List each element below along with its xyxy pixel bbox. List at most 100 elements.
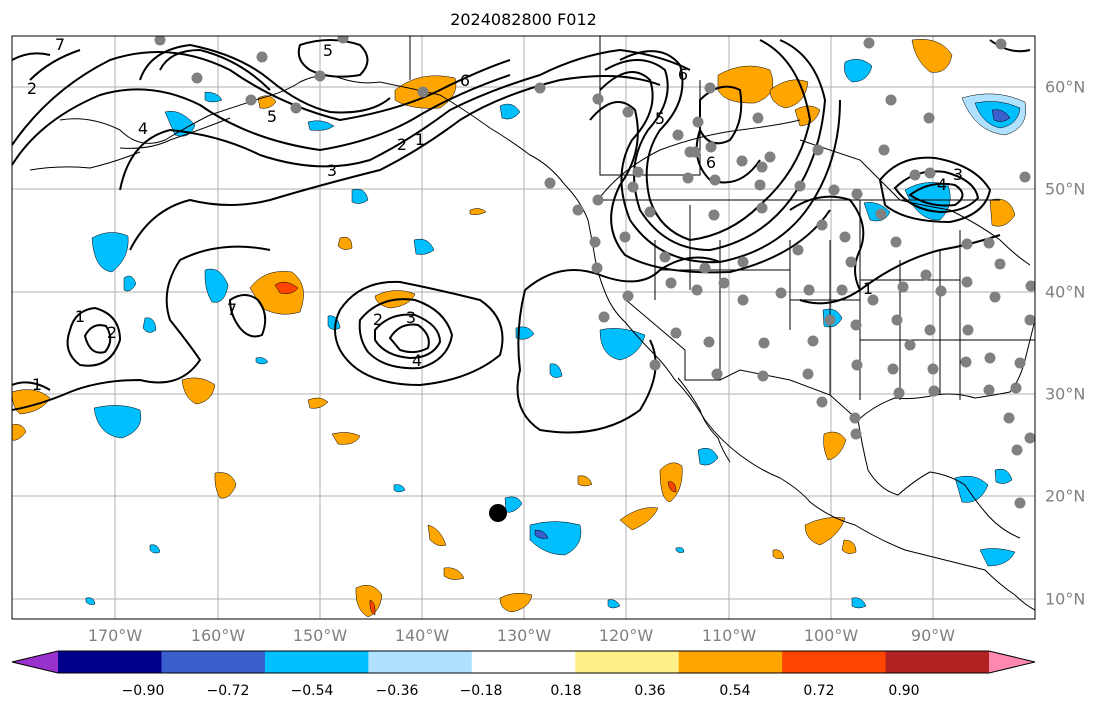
map-title: 2024082800 F012 [450, 10, 597, 29]
station-dot [758, 337, 770, 349]
colorbar-tick-label: 0.36 [634, 683, 666, 699]
station-dot [989, 291, 1001, 303]
station-dot [812, 144, 824, 156]
coastlines [29, 36, 1035, 611]
contour-label: 4 [412, 351, 422, 370]
storm-marker [489, 504, 507, 522]
shade-orange [794, 105, 821, 127]
station-dot [682, 172, 694, 184]
station-dot [984, 352, 996, 364]
shade-orange [823, 431, 847, 461]
shade-blue [844, 59, 873, 83]
contour-label: 5 [323, 41, 333, 60]
station-dot [572, 204, 584, 216]
latitude-label: 30°N [1045, 384, 1086, 404]
station-dot [1011, 444, 1023, 456]
station-dot [705, 141, 717, 153]
colorbar-tick-label: −0.54 [290, 683, 334, 699]
station-dot [885, 94, 897, 106]
station-dot [598, 311, 610, 323]
contour-label: 3 [953, 165, 963, 184]
shade-orange [989, 198, 1016, 227]
shade-orange [355, 584, 383, 618]
station-dot [691, 284, 703, 296]
shade-orange [443, 567, 465, 580]
shade-blue [91, 232, 129, 273]
station-dot [851, 188, 863, 200]
contour-label: 1 [32, 375, 42, 394]
station-dot [737, 256, 749, 268]
shade-orange [469, 208, 487, 215]
station-markers [154, 36, 1035, 509]
longitude-label: 140°W [394, 626, 450, 645]
contour-label: 5 [655, 109, 665, 128]
station-dot [756, 161, 768, 173]
station-dot [736, 155, 748, 167]
station-dot [928, 385, 940, 397]
contour-label: 3 [327, 161, 337, 180]
station-dot [622, 290, 634, 302]
station-dot [591, 262, 603, 274]
station-dot [891, 314, 903, 326]
station-dot [1025, 280, 1035, 292]
contour-lines [12, 39, 1031, 434]
station-dot [867, 294, 879, 306]
station-dot [995, 38, 1007, 50]
colorbar-segment [782, 651, 887, 673]
shade-blue [607, 599, 621, 609]
station-dot [927, 363, 939, 375]
contour-label: 6 [678, 65, 688, 84]
shade-blue [529, 521, 582, 556]
shade-blue [979, 548, 1016, 567]
shade-blue [307, 120, 335, 131]
station-dot [1003, 412, 1015, 424]
contour-label: 4 [138, 119, 148, 138]
colorbar-tick-label: −0.90 [121, 683, 165, 699]
contour-label: 1 [863, 279, 873, 298]
colorbar [11, 650, 1036, 674]
shade-blue [351, 188, 369, 204]
station-dot [807, 335, 819, 347]
station-dot [665, 277, 677, 289]
shade-blue [149, 544, 161, 554]
latitude-label: 10°N [1045, 589, 1086, 609]
station-dot [960, 356, 972, 368]
station-dot [863, 37, 875, 49]
station-dot [923, 112, 935, 124]
station-dot [1010, 382, 1022, 394]
station-dot [337, 36, 349, 44]
station-dot [845, 256, 857, 268]
station-dot [754, 179, 766, 191]
station-dot [824, 314, 836, 326]
shade-orange [249, 271, 304, 315]
colorbar-segment [575, 651, 680, 673]
latitude-label: 50°N [1045, 179, 1086, 199]
station-dot [632, 166, 644, 178]
station-dot [1014, 357, 1026, 369]
contour-label: 6 [706, 153, 716, 172]
shade-orangered [274, 281, 299, 295]
shade-orange [427, 524, 447, 547]
colorbar-segment [368, 651, 473, 673]
station-dot [836, 284, 848, 296]
station-dot [703, 336, 715, 348]
shade-orange [717, 65, 774, 104]
shade-blue [515, 326, 535, 340]
station-dot [935, 285, 947, 297]
contour-label: 1 [75, 307, 85, 326]
station-dot [890, 236, 902, 248]
shade-blue [255, 357, 269, 365]
colorbar-tick-label: −0.18 [459, 683, 503, 699]
station-dot [904, 339, 916, 351]
shade-orange [12, 424, 27, 441]
contour-label: 2 [27, 79, 37, 98]
station-dot [962, 324, 974, 336]
colorbar-extend-low [12, 651, 58, 673]
station-dot [644, 206, 656, 218]
shade-orange [769, 79, 809, 109]
shade-orange [804, 517, 846, 546]
station-dot [256, 51, 268, 63]
station-dot [1019, 171, 1031, 183]
shade-blue [851, 597, 867, 609]
